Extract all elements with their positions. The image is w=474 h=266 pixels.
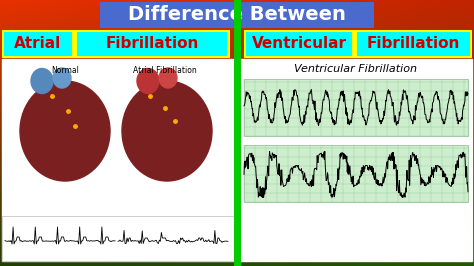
Text: Normal: Normal bbox=[51, 66, 79, 75]
Bar bbox=[73, 32, 76, 56]
Bar bbox=[244, 145, 468, 202]
Bar bbox=[4, 32, 72, 56]
Text: Difference Between: Difference Between bbox=[128, 6, 346, 24]
Bar bbox=[353, 32, 356, 56]
Bar bbox=[244, 79, 468, 136]
Bar bbox=[246, 32, 352, 56]
Text: Fibrillation: Fibrillation bbox=[366, 36, 460, 52]
Ellipse shape bbox=[53, 68, 71, 88]
Bar bbox=[2, 59, 234, 261]
Ellipse shape bbox=[122, 81, 212, 181]
Text: Atrial Fibrillation: Atrial Fibrillation bbox=[133, 66, 197, 75]
Ellipse shape bbox=[31, 69, 53, 94]
Bar bbox=[77, 32, 227, 56]
Text: Atrial: Atrial bbox=[14, 36, 62, 52]
Bar bbox=[357, 32, 470, 56]
Text: Ventricular Fibrillation: Ventricular Fibrillation bbox=[294, 64, 418, 74]
Bar bbox=[240, 59, 472, 261]
Bar bbox=[100, 2, 374, 28]
Text: Fibrillation: Fibrillation bbox=[105, 36, 199, 52]
Text: Ventricular: Ventricular bbox=[252, 36, 346, 52]
Bar bbox=[244, 30, 472, 58]
Ellipse shape bbox=[137, 69, 159, 94]
Ellipse shape bbox=[20, 81, 110, 181]
Bar bbox=[2, 30, 230, 58]
Bar bbox=[2, 216, 234, 261]
Ellipse shape bbox=[159, 68, 177, 88]
